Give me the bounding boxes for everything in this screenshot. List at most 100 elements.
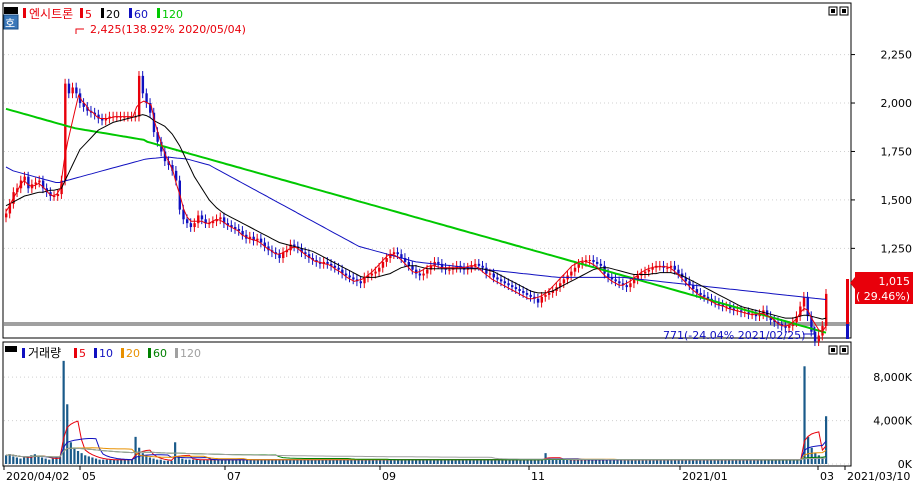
candle-body — [492, 273, 495, 278]
volume-bar — [159, 459, 162, 464]
volume-bar — [533, 459, 536, 464]
price-grid — [4, 54, 850, 249]
volume-bar — [303, 459, 306, 464]
volume-bar — [749, 459, 752, 464]
candle-body — [511, 285, 514, 288]
volume-bar — [314, 459, 317, 464]
volume-tick-label: 0K — [898, 458, 913, 471]
candle-body — [636, 275, 640, 280]
candle-body — [614, 279, 617, 282]
volume-bar — [238, 459, 241, 464]
candle-body — [101, 118, 104, 121]
volume-bar — [767, 459, 770, 464]
candle-body — [86, 106, 89, 111]
candle-body — [389, 254, 392, 259]
volume-bar — [407, 459, 411, 464]
volume-bar — [260, 459, 263, 464]
candle-body — [699, 292, 702, 295]
candle-body — [570, 271, 573, 276]
x-label: 05 — [82, 470, 96, 483]
volume-bar — [87, 456, 90, 464]
volume-bar — [605, 459, 608, 464]
candle-body — [344, 273, 348, 276]
ma-line-ma60 — [5, 156, 827, 300]
volume-bar — [22, 457, 26, 464]
volume-bar — [152, 458, 155, 464]
volume-bar — [573, 459, 576, 464]
volume-panel-controls[interactable] — [828, 345, 849, 355]
candle-body — [259, 238, 263, 243]
candle-body — [289, 244, 292, 251]
candle-body — [669, 265, 673, 268]
candle-body — [429, 265, 433, 270]
volume-bar — [727, 459, 731, 464]
volume-bar — [375, 459, 378, 464]
candle-body — [348, 275, 351, 278]
candle-body — [499, 279, 503, 282]
volume-bar — [418, 459, 421, 464]
candle-body — [241, 230, 244, 235]
volume-icon — [5, 346, 17, 352]
vol-ma-legend-label: 10 — [99, 347, 113, 360]
volume-bar — [540, 459, 544, 464]
stock-name: 엔시트론 — [29, 7, 73, 21]
volume-tick-label: 4,000K — [873, 415, 912, 428]
volume-bar — [382, 459, 385, 464]
volume-bar — [227, 459, 231, 464]
candle-body — [23, 176, 26, 181]
candle-body — [751, 314, 754, 316]
candle-body — [747, 312, 750, 315]
volume-bar — [192, 459, 195, 464]
volume-bar — [688, 459, 691, 464]
volume-bar — [731, 459, 734, 464]
volume-bar — [58, 456, 62, 464]
volume-bar — [569, 459, 572, 464]
volume-bar — [332, 459, 335, 464]
candle-body — [625, 285, 628, 288]
volume-bar — [429, 459, 432, 464]
volume-bar — [789, 459, 792, 464]
volume-bar — [627, 459, 630, 464]
volume-bar — [684, 459, 687, 464]
volume-bar — [15, 457, 18, 464]
ma-legend-label: 5 — [85, 8, 92, 21]
candle-body — [544, 294, 547, 297]
volume-bar — [271, 459, 274, 464]
candle-body — [448, 269, 451, 271]
candle-body — [234, 227, 237, 229]
candle-body — [415, 269, 418, 274]
volume-bar — [37, 456, 40, 464]
candle-body — [529, 294, 532, 297]
volume-bar — [580, 459, 583, 464]
volume-bar — [105, 459, 108, 464]
candle-body — [754, 314, 758, 317]
candle-body — [573, 267, 577, 272]
volume-bar — [361, 459, 364, 464]
candle-body — [97, 114, 100, 119]
candle-body — [359, 281, 362, 284]
candle-body — [185, 219, 189, 224]
volume-bar — [116, 459, 119, 464]
price-panel-controls[interactable] — [828, 6, 849, 16]
volume-bar — [134, 436, 137, 464]
candle-body — [278, 254, 281, 259]
volume-bar — [404, 459, 407, 464]
volume-bar — [468, 459, 472, 464]
candle-body — [27, 176, 30, 189]
volume-tick-label: 8,000K — [873, 371, 912, 384]
volume-bar — [224, 459, 227, 464]
candle-body — [426, 269, 429, 274]
volume-bar — [670, 459, 673, 464]
candle-body — [8, 203, 12, 214]
candle-body — [599, 263, 603, 266]
volume-bar — [494, 459, 497, 464]
candle-body — [182, 209, 185, 220]
candle-body — [370, 273, 374, 276]
candle-body — [581, 261, 584, 264]
volume-bar — [432, 459, 436, 464]
volume-bar — [551, 458, 554, 464]
volume-bar — [522, 459, 526, 464]
volume-bar — [422, 459, 425, 464]
x-label: 2021/01 — [682, 470, 728, 483]
